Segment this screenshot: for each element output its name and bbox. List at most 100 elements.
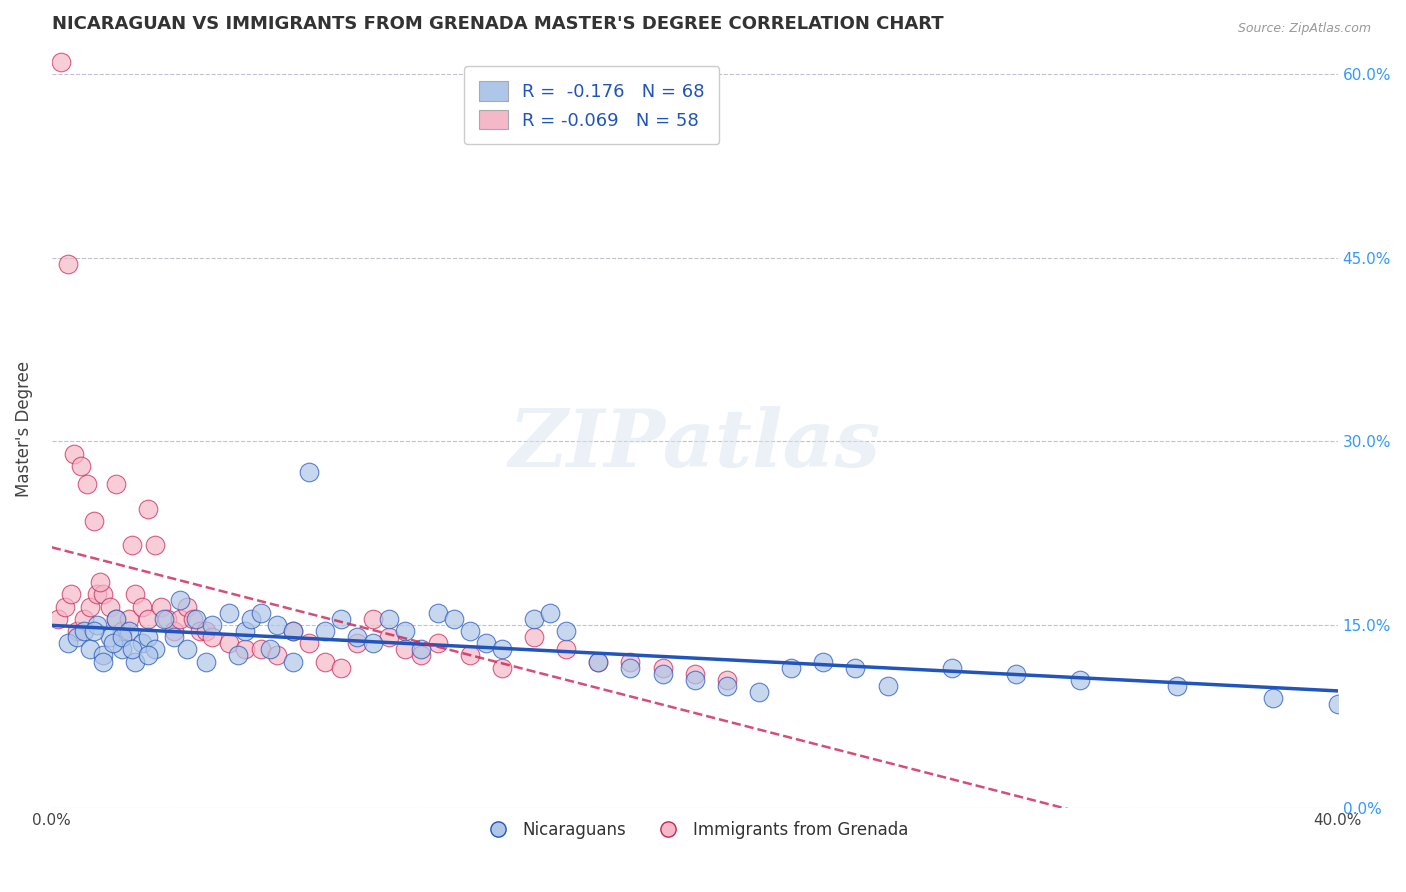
Point	[79, 642, 101, 657]
Point	[474, 636, 496, 650]
Point	[619, 655, 641, 669]
Point	[555, 624, 578, 638]
Point	[169, 593, 191, 607]
Text: Source: ZipAtlas.com: Source: ZipAtlas.com	[1237, 22, 1371, 36]
Point	[1166, 679, 1188, 693]
Point	[813, 655, 835, 669]
Point	[86, 587, 108, 601]
Point	[523, 630, 546, 644]
Point	[105, 477, 128, 491]
Point	[101, 636, 124, 650]
Point	[105, 612, 128, 626]
Point	[98, 630, 121, 644]
Point	[716, 679, 738, 693]
Point	[156, 612, 179, 626]
Point	[458, 624, 481, 638]
Point	[121, 642, 143, 657]
Point	[378, 630, 401, 644]
Point	[266, 648, 288, 663]
Point	[844, 661, 866, 675]
Point	[131, 636, 153, 650]
Point	[876, 679, 898, 693]
Point	[411, 648, 433, 663]
Point	[51, 55, 73, 70]
Point	[53, 599, 76, 614]
Point	[346, 636, 368, 650]
Point	[941, 661, 963, 675]
Point	[249, 606, 271, 620]
Point	[361, 636, 384, 650]
Point	[411, 642, 433, 657]
Point	[394, 642, 416, 657]
Point	[266, 618, 288, 632]
Point	[555, 642, 578, 657]
Point	[1326, 698, 1348, 712]
Point	[136, 630, 159, 644]
Point	[46, 612, 69, 626]
Point	[586, 655, 609, 669]
Point	[69, 458, 91, 473]
Point	[249, 642, 271, 657]
Point	[136, 612, 159, 626]
Point	[76, 477, 98, 491]
Point	[281, 624, 304, 638]
Point	[586, 655, 609, 669]
Point	[201, 630, 224, 644]
Point	[330, 612, 353, 626]
Point	[124, 587, 146, 601]
Point	[176, 642, 198, 657]
Point	[346, 630, 368, 644]
Point	[91, 655, 114, 669]
Point	[91, 587, 114, 601]
Point	[91, 648, 114, 663]
Point	[136, 501, 159, 516]
Point	[651, 666, 673, 681]
Point	[298, 636, 321, 650]
Point	[83, 514, 105, 528]
Point	[314, 655, 336, 669]
Point	[79, 599, 101, 614]
Point	[186, 612, 208, 626]
Point	[298, 465, 321, 479]
Y-axis label: Master's Degree: Master's Degree	[15, 361, 32, 497]
Point	[314, 624, 336, 638]
Point	[56, 257, 79, 271]
Point	[458, 648, 481, 663]
Point	[143, 642, 166, 657]
Point	[121, 538, 143, 552]
Point	[201, 618, 224, 632]
Point	[1069, 673, 1091, 687]
Point	[163, 630, 186, 644]
Point	[136, 648, 159, 663]
Point	[73, 612, 96, 626]
Point	[111, 642, 134, 657]
Point	[651, 661, 673, 675]
Point	[1005, 666, 1028, 681]
Point	[86, 618, 108, 632]
Point	[153, 612, 176, 626]
Text: NICARAGUAN VS IMMIGRANTS FROM GRENADA MASTER'S DEGREE CORRELATION CHART: NICARAGUAN VS IMMIGRANTS FROM GRENADA MA…	[52, 15, 943, 33]
Point	[89, 575, 111, 590]
Point	[181, 612, 204, 626]
Legend: Nicaraguans, Immigrants from Grenada: Nicaraguans, Immigrants from Grenada	[474, 814, 915, 846]
Point	[66, 624, 89, 638]
Point	[124, 655, 146, 669]
Point	[780, 661, 803, 675]
Point	[118, 612, 141, 626]
Point	[131, 599, 153, 614]
Point	[188, 624, 211, 638]
Point	[218, 636, 240, 650]
Point	[240, 612, 263, 626]
Point	[233, 642, 256, 657]
Point	[491, 661, 513, 675]
Point	[683, 666, 706, 681]
Point	[56, 636, 79, 650]
Point	[683, 673, 706, 687]
Point	[118, 624, 141, 638]
Point	[83, 624, 105, 638]
Point	[426, 606, 449, 620]
Point	[176, 599, 198, 614]
Point	[361, 612, 384, 626]
Point	[73, 624, 96, 638]
Point	[538, 606, 561, 620]
